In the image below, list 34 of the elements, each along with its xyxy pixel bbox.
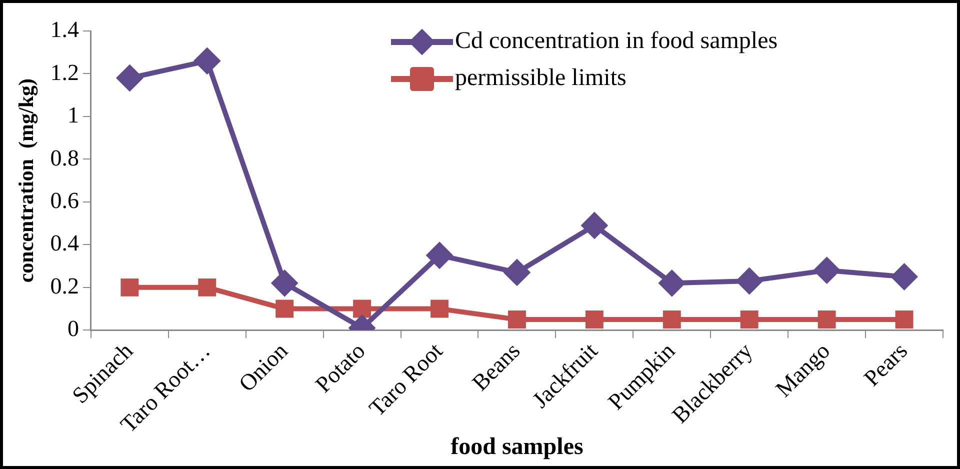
y-tick-label: 0.8	[50, 145, 79, 170]
point	[895, 310, 914, 328]
point	[116, 64, 144, 92]
y-tick-label: 1	[67, 102, 79, 128]
y-axis-title: concentration (mg/kg)	[14, 78, 38, 283]
y-tick-label: 0.2	[50, 273, 79, 298]
x-axis-title: food samples	[450, 434, 584, 460]
point	[585, 310, 604, 328]
point	[120, 278, 139, 296]
point	[890, 263, 918, 290]
point	[813, 256, 840, 284]
point	[508, 310, 526, 328]
point	[658, 270, 686, 297]
point	[271, 270, 298, 297]
point	[426, 242, 454, 269]
x-tick-label: Taro Root	[364, 338, 448, 421]
point	[736, 268, 763, 295]
y-tick-label: 1.4	[50, 17, 80, 42]
point	[194, 47, 221, 74]
y-tick-label: 0.4	[50, 230, 80, 256]
point	[276, 300, 294, 318]
y-tick-label: 0	[67, 316, 79, 342]
legend-label: permissible limits	[455, 65, 626, 92]
point	[662, 310, 681, 328]
point	[740, 310, 758, 328]
point	[198, 278, 216, 296]
y-tick-label: 1.2	[50, 60, 79, 85]
point	[503, 258, 530, 286]
legend-label: Cd concentration in food samples	[455, 28, 778, 55]
y-tick-label: 0.6	[50, 188, 79, 213]
point	[580, 212, 608, 239]
point	[430, 300, 448, 318]
point	[353, 300, 372, 318]
point	[818, 310, 836, 328]
